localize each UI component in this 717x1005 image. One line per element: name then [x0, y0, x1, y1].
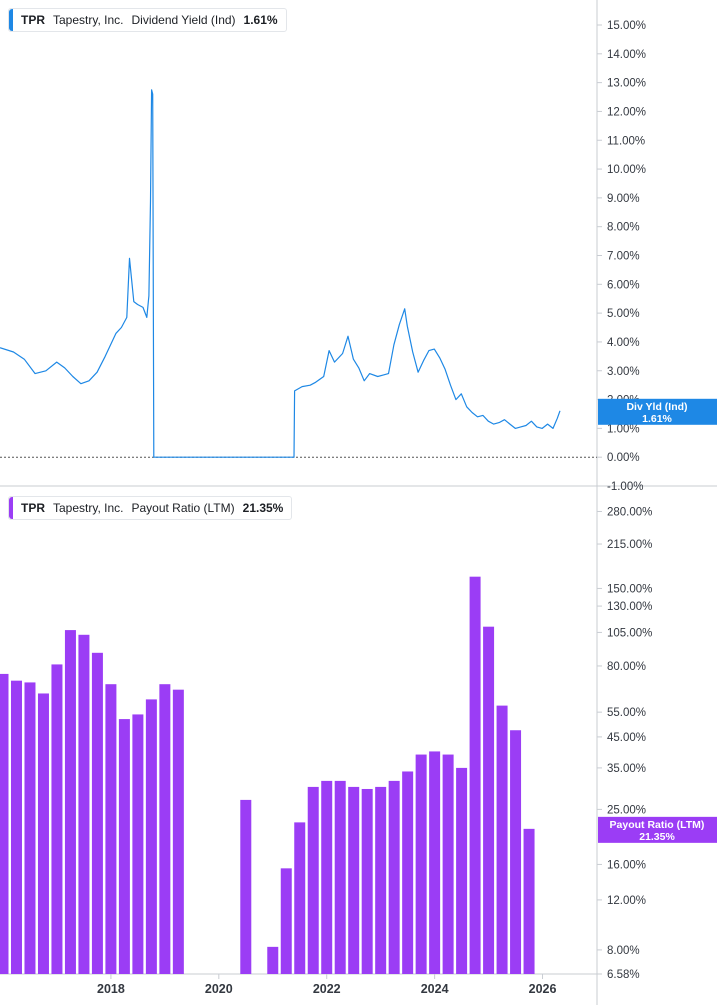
payout-ratio-panel: Payout Ratio (LTM)21.35%: [0, 576, 717, 974]
payout-bar: [10, 680, 22, 974]
payout-color-swatch: [9, 497, 13, 519]
payout-bar: [307, 786, 319, 974]
payout-bar: [78, 634, 90, 974]
y-tick-label: 1.00%: [607, 423, 640, 435]
y-tick-label: 16.00%: [607, 859, 646, 871]
payout-bar: [429, 751, 441, 974]
y-tick-label: 7.00%: [607, 251, 640, 263]
payout-bar: [132, 714, 144, 974]
y-tick-label: 130.00%: [607, 601, 652, 613]
payout-bar: [334, 780, 346, 974]
payout-bar: [483, 626, 495, 974]
yield-color-swatch: [9, 9, 13, 31]
payout-bar: [145, 699, 157, 974]
y-tick-label: 11.00%: [607, 135, 645, 147]
payout-bar: [388, 780, 400, 974]
y-tick-label: 14.00%: [607, 49, 646, 61]
y-tick-label: 4.00%: [607, 337, 640, 349]
payout-bar: [415, 754, 427, 974]
yield-end-tag: [598, 398, 717, 425]
y-tick-label: 6.58%: [607, 969, 640, 981]
y-tick-label: 15.00%: [607, 20, 646, 32]
y-tick-label: 25.00%: [607, 804, 646, 816]
y-tick-label: 280.00%: [607, 506, 652, 518]
payout-bar: [442, 754, 454, 974]
y-tick-label: 3.00%: [607, 366, 640, 378]
y-tick-label: 80.00%: [607, 661, 646, 673]
dividend-yield-line: [0, 89, 561, 458]
y-tick-label: 5.00%: [607, 308, 640, 320]
payout-bar: [523, 828, 535, 974]
legend-metric: Payout Ratio (LTM): [131, 501, 235, 515]
legend-company: Tapestry, Inc.: [53, 501, 124, 515]
y-tick-label: 0.00%: [607, 452, 640, 464]
payout-bar: [24, 682, 36, 974]
x-tick-label: 2020: [205, 982, 233, 996]
payout-bar: [348, 786, 360, 974]
x-tick-label: 2026: [529, 982, 557, 996]
payout-bar: [280, 868, 292, 974]
x-tick-label: 2022: [313, 982, 341, 996]
y-tick-label: 105.00%: [607, 627, 652, 639]
legend-company: Tapestry, Inc.: [53, 13, 124, 27]
y-tick-label: 12.00%: [607, 895, 646, 907]
y-tick-label: 55.00%: [607, 707, 646, 719]
payout-bar: [118, 719, 130, 974]
payout-bar: [240, 799, 252, 974]
payout-bar: [159, 684, 171, 974]
x-tick-label: 2024: [421, 982, 449, 996]
payout-bar: [510, 730, 522, 974]
y-tick-label: 12.00%: [607, 106, 646, 118]
payout-end-tag-value: 21.35%: [639, 831, 675, 843]
y-tick-label: 13.00%: [607, 78, 646, 90]
payout-bar: [294, 822, 306, 974]
payout-bar: [105, 684, 117, 974]
legend-metric: Dividend Yield (Ind): [131, 13, 236, 27]
dividend-yield-panel: Div Yld (Ind)1.61%: [0, 89, 717, 458]
y-tick-label: 10.00%: [607, 164, 646, 176]
payout-bar: [361, 788, 373, 974]
payout-ratio-legend[interactable]: TPR Tapestry, Inc. Payout Ratio (LTM) 21…: [8, 496, 293, 520]
payout-bar: [402, 771, 414, 974]
yield-end-tag-label: Div Yld (Ind): [626, 401, 687, 413]
payout-bar: [321, 780, 333, 974]
payout-bar: [91, 652, 103, 974]
payout-end-tag: [598, 816, 717, 843]
legend-value: 1.61%: [243, 13, 278, 27]
payout-bar: [469, 576, 481, 974]
y-tick-label: 6.00%: [607, 279, 640, 291]
payout-bar: [456, 767, 468, 974]
y-tick-label: 8.00%: [607, 945, 640, 957]
payout-bar: [172, 689, 184, 974]
x-axis: 2018 2020 2022 2024 2026: [97, 974, 556, 996]
y-tick-label: 45.00%: [607, 732, 646, 744]
payout-bar: [496, 705, 508, 974]
payout-bar: [64, 630, 76, 974]
y-tick-label: 9.00%: [607, 193, 640, 205]
legend-ticker: TPR: [21, 13, 45, 27]
payout-bar: [375, 786, 387, 974]
y-tick-label: 150.00%: [607, 583, 652, 595]
legend-ticker: TPR: [21, 501, 45, 515]
payout-bar: [267, 946, 279, 974]
y-tick-label: -1.00%: [607, 481, 643, 493]
legend-value: 21.35%: [242, 501, 284, 515]
payout-bar: [37, 693, 49, 974]
payout-end-tag-label: Payout Ratio (LTM): [610, 819, 705, 831]
y-tick-label: 35.00%: [607, 763, 646, 775]
y-tick-label: 215.00%: [607, 539, 652, 551]
x-tick-label: 2018: [97, 982, 125, 996]
payout-bar: [51, 664, 63, 974]
yield-end-tag-value: 1.61%: [642, 413, 672, 425]
y-tick-label: 8.00%: [607, 222, 640, 234]
payout-bar: [0, 673, 9, 974]
dividend-yield-legend[interactable]: TPR Tapestry, Inc. Dividend Yield (Ind) …: [8, 8, 287, 32]
